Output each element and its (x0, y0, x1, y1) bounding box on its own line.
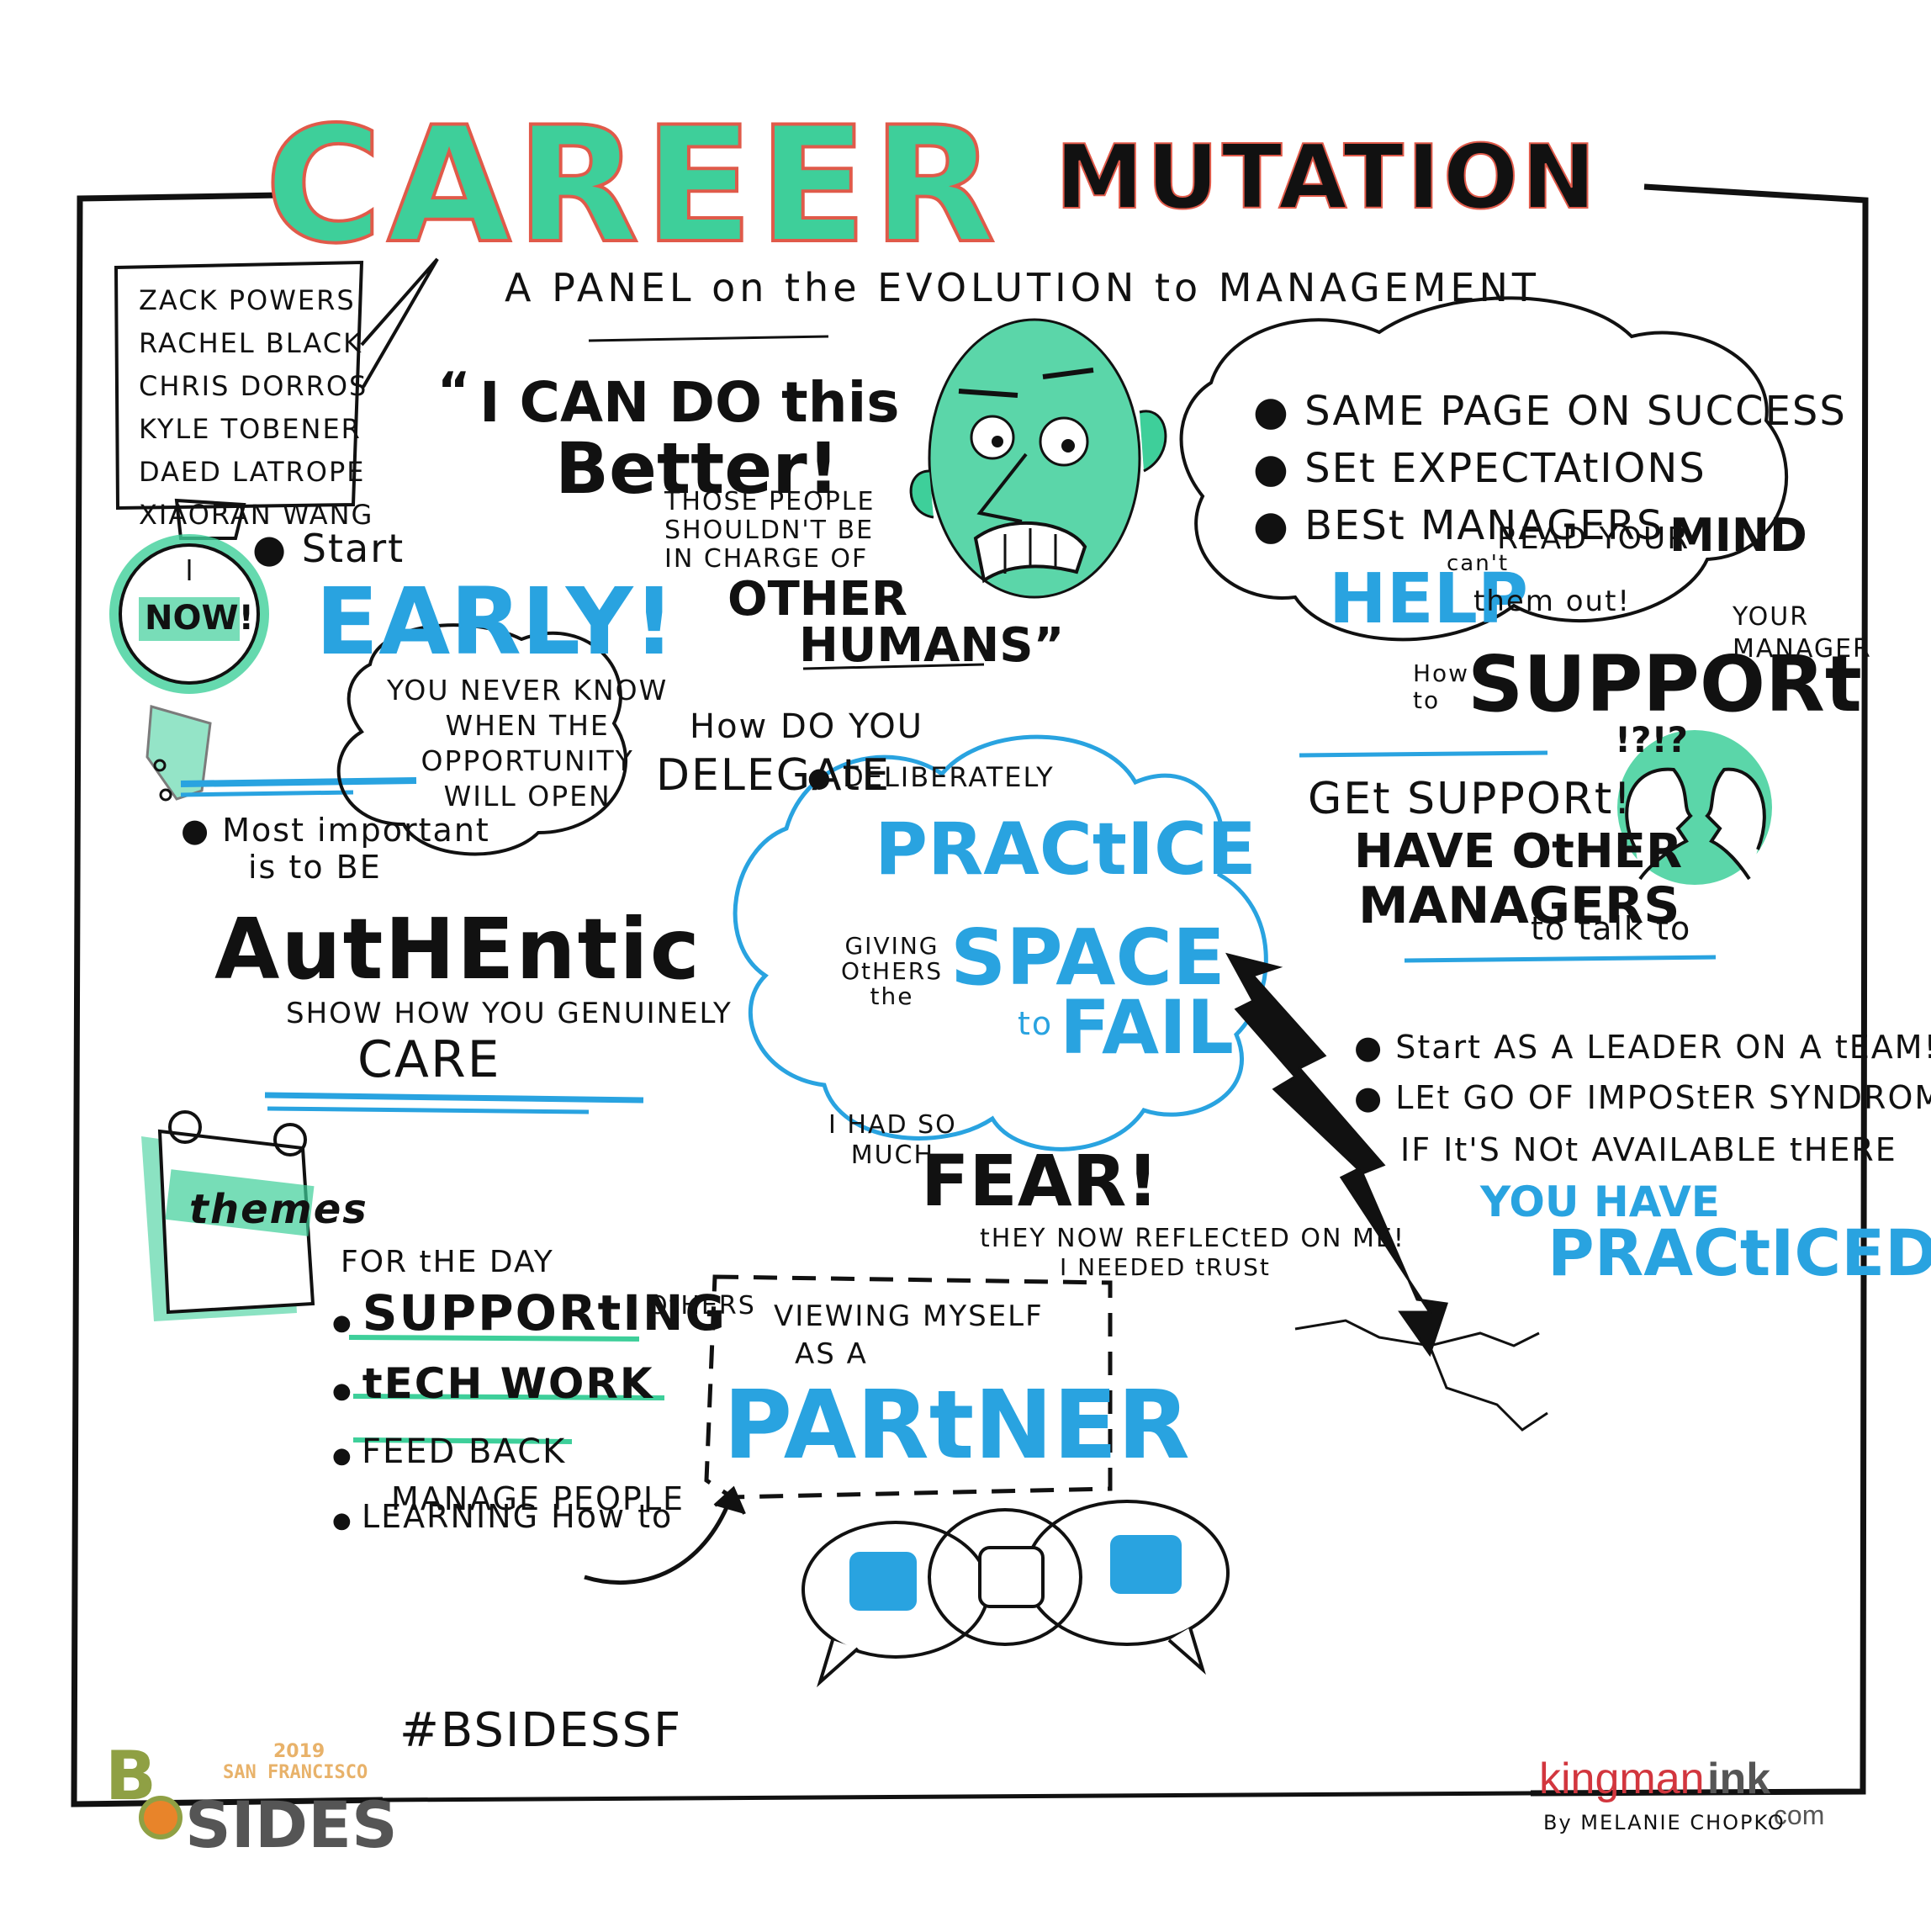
genuinely-text: SHOW HOW YOU GENUINELY (286, 997, 733, 1030)
panelist-name: RACHEL BLACK (139, 322, 373, 365)
panelist-name: ZACK POWERS (139, 279, 373, 322)
practice-heading: PRACtICE (875, 807, 1256, 892)
your-manager-text: YOUR MANAGER (1733, 601, 1872, 665)
those-people-text: THOSE PEOPLE SHOULDN'T BE IN CHARGE OF (664, 488, 875, 574)
frame-bottom (383, 1793, 1531, 1800)
manage-people-text: MANAGE PEOPLE (391, 1480, 685, 1517)
bullet-dot-icon: ● (332, 1443, 362, 1469)
bullet-dot-icon: ● (181, 812, 222, 849)
bsides-year: 2019 (273, 1741, 325, 1762)
panelist-name: CHRIS DORROS (139, 365, 373, 408)
title-career: CAREER (265, 93, 1001, 278)
opportunity-text: YOU NEVER KNOW WHEN THE OPPORTUNITY WILL… (387, 673, 668, 814)
by-melanie-text: By MELANIE CHOPKO (1543, 1811, 1786, 1834)
needed-trust-text: I NEEDED tRUSt (1060, 1253, 1271, 1281)
themes-label: themes (189, 1186, 368, 1233)
practiced-heading: PRACtICED (1547, 1215, 1931, 1290)
kingman-text: kingman (1539, 1754, 1705, 1804)
bullet-dot-icon: ● (807, 761, 843, 793)
fail-heading: FAIL (1060, 984, 1234, 1071)
humans-text: HUMANS” (799, 618, 1064, 673)
bsides-city: SAN FRANCISCO (223, 1762, 368, 1783)
bullet-dot-icon: ● (1253, 388, 1304, 435)
title-mutation: MUTATION (1055, 126, 1599, 229)
watch-drawing (109, 500, 269, 800)
partner-heading: PARtNER (723, 1371, 1190, 1480)
bullet-dot-icon: ● (332, 1379, 362, 1404)
bsides-sides: SIDES (185, 1787, 398, 1862)
viewing-myself-text: VIEWING MYSELF (774, 1299, 1044, 1333)
ink-text: ink (1707, 1754, 1770, 1804)
kingmanink-logo: kingman ink .com By MELANIE CHOPKO (1539, 1754, 1833, 1871)
bsides-dot-icon (139, 1796, 183, 1839)
hashtag: #BSIDESSF (399, 1703, 682, 1758)
start-bullet: ● Start (252, 526, 405, 571)
watch-now-label: NOW! (145, 599, 254, 638)
early-heading: EARLY! (315, 568, 675, 675)
bullet-dot-icon: ● (1253, 502, 1304, 549)
them-out-text: them out! (1473, 585, 1631, 618)
as-a-text: AS A (795, 1337, 868, 1371)
get-support-text: GEt SUPPORt! (1308, 774, 1632, 824)
better-line1: I CAN DO this (479, 370, 900, 435)
have-other-text: HAVE OtHER (1354, 824, 1682, 879)
how-to-text: How to (1413, 660, 1469, 714)
quote-open-mark: “ (437, 362, 470, 421)
others-text: OtHERS (648, 1291, 756, 1321)
bullet-dot-icon: ● (332, 1508, 362, 1533)
mind-text: MIND (1669, 509, 1807, 562)
panelist-name: KYLE TOBENER (139, 408, 373, 451)
frustrated-head-drawing (911, 320, 1166, 597)
puzzle-bubbles-drawing (803, 1501, 1228, 1682)
read-your-text: READ YOUR (1497, 521, 1690, 556)
leader-list: ● Start AS A LEADER ON A tEAM! ● LEt GO … (1354, 1022, 1931, 1123)
if-not-available-text: IF It'S NOt AVAILABLE tHERE (1400, 1131, 1897, 1168)
reflected-text: tHEY NOW REFLECtED ON ME! (980, 1224, 1405, 1253)
giving-others-text: GIVING OtHERS the (841, 934, 943, 1009)
bullet-dot-icon: ● (332, 1310, 362, 1336)
bullet-dot-icon: ● (1253, 445, 1304, 492)
fear-heading: FEAR! (921, 1140, 1159, 1222)
most-important-text: ● Most important is to BE (181, 812, 490, 886)
for-the-day-text: FOR tHE DAY (341, 1245, 554, 1279)
bsides-logo: 2019 SAN FRANCISCO B SIDES (105, 1737, 383, 1863)
bullet-dot-icon: ● (1354, 1079, 1395, 1116)
panelist-list: ZACK POWERS RACHEL BLACK CHRIS DORROS KY… (139, 279, 373, 537)
authentic-heading: AutHEntic (214, 900, 701, 998)
panelist-name: DAED LATROPE (139, 451, 373, 494)
talk-to-text: to talk to (1531, 910, 1691, 947)
question-marks: !?!? (1615, 719, 1688, 760)
care-text: CARE (357, 1030, 501, 1089)
bullet-dot-icon: ● (1354, 1029, 1395, 1066)
to-text: to (1018, 1005, 1053, 1042)
deliberately-text: ● DELIBERATELY (807, 761, 1055, 793)
subtitle: A PANEL on the EVOLUTION to MANAGEMENT (505, 265, 1540, 310)
bullet-dot-icon: ● (252, 526, 302, 571)
